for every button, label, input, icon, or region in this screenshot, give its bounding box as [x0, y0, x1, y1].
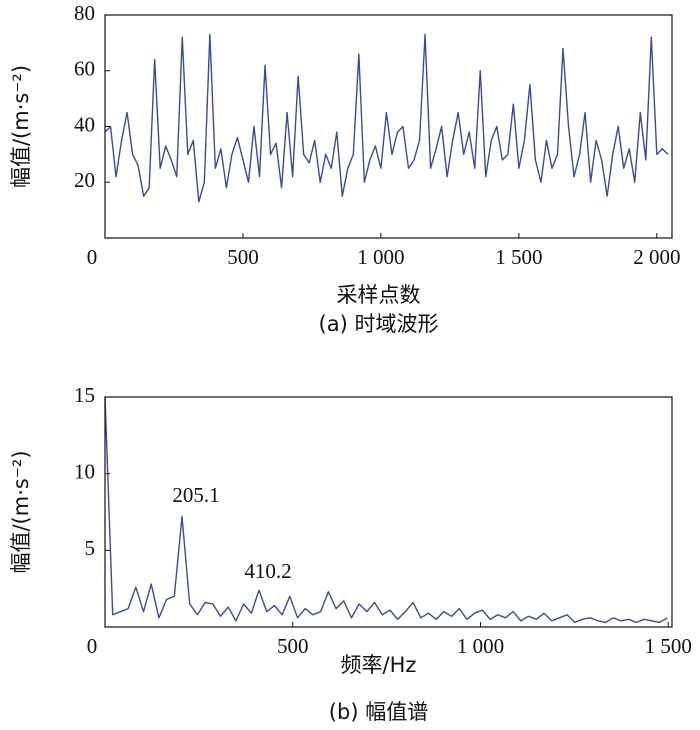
annotation: 410.2 [244, 559, 291, 583]
x-tick-label: 2 000 [633, 245, 680, 269]
data-line [104, 33, 669, 203]
y-tick-label: 60 [74, 57, 95, 81]
y-tick-label: 40 [74, 112, 95, 136]
y-axis-label: 幅值/(m·s⁻²) [9, 450, 33, 573]
y-tick-label: 15 [74, 383, 95, 407]
caption: (b) 幅值谱 [329, 700, 428, 724]
x-tick-label: 0 [87, 634, 98, 658]
x-tick-label: 0 [87, 245, 98, 269]
data-line [104, 396, 668, 624]
y-tick-label: 20 [74, 168, 95, 192]
x-tick-label: 500 [277, 634, 309, 658]
y-axis-label: 幅值/(m·s⁻²) [9, 65, 33, 188]
caption: (a) 时域波形 [319, 312, 439, 336]
y-tick-label: 5 [85, 536, 96, 560]
x-tick-label: 1 500 [645, 634, 692, 658]
x-tick-label: 1 000 [357, 245, 404, 269]
x-tick-label: 1 500 [495, 245, 542, 269]
plot-frame [104, 396, 673, 628]
x-tick-label: 500 [227, 245, 259, 269]
x-axis-label: 频率/Hz [341, 653, 417, 677]
y-tick-label: 10 [74, 459, 95, 483]
annotation: 205.1 [172, 483, 219, 507]
x-axis-label: 采样点数 [337, 283, 421, 307]
y-tick-label: 80 [74, 1, 95, 25]
x-tick-label: 1 000 [457, 634, 504, 658]
